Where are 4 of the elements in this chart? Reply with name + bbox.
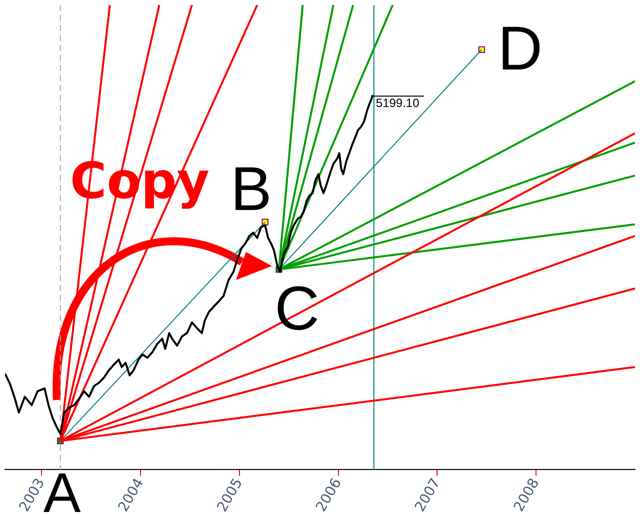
annotation: D [498,14,542,84]
annotation: A [43,461,82,515]
annotation: 5199.10 [376,96,420,110]
annotation: B [230,155,272,224]
